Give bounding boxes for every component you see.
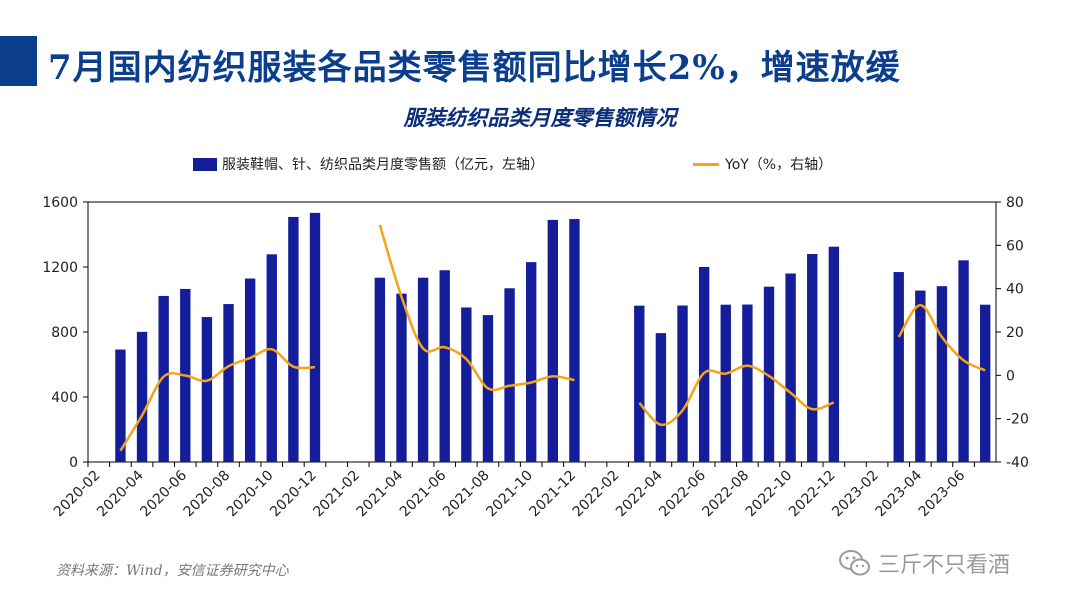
watermark: 三斤不只看酒 bbox=[838, 546, 1010, 580]
bar-2020-12 bbox=[309, 212, 321, 462]
y-left-tick-label: 1600 bbox=[42, 195, 78, 211]
y-right-tick-label: -20 bbox=[1006, 412, 1029, 428]
bar-2023-04 bbox=[915, 290, 926, 462]
page-title: 7月国内纺织服装各品类零售额同比增长2%，增速放缓 bbox=[48, 48, 901, 88]
y-right-tick-label: -40 bbox=[1006, 455, 1029, 471]
bar-2022-12 bbox=[828, 246, 840, 462]
bar-2020-11 bbox=[288, 216, 299, 462]
yoy-line-segment-1 bbox=[119, 347, 316, 452]
y-left-tick-label: 1200 bbox=[42, 260, 78, 276]
legend-item-line: YoY（%，右轴） bbox=[693, 155, 832, 173]
x-tick-label: 2020-04 bbox=[94, 467, 147, 520]
bar-2020-04 bbox=[136, 331, 148, 462]
bar-2022-07 bbox=[720, 304, 731, 462]
watermark-text: 三斤不只看酒 bbox=[878, 553, 1011, 578]
bar-2020-08 bbox=[223, 304, 234, 462]
bar-2020-09 bbox=[244, 278, 256, 462]
bar-2023-03 bbox=[893, 272, 904, 462]
bar-2020-10 bbox=[266, 254, 277, 462]
legend-line-label: YoY（%，右轴） bbox=[725, 157, 833, 173]
bar-2022-03 bbox=[634, 305, 645, 462]
x-tick-label: 2020-02 bbox=[51, 468, 104, 521]
y-right-tick-label: 0 bbox=[1006, 368, 1015, 384]
yoy-line-segment-4 bbox=[897, 303, 986, 372]
legend-item-bar: 服装鞋帽、针、纺织品类月度零售额（亿元，左轴） bbox=[193, 155, 544, 173]
bar-2023-07 bbox=[980, 304, 991, 462]
x-tick-label: 2021-06 bbox=[397, 467, 450, 520]
bar-2021-03 bbox=[374, 277, 386, 462]
x-tick-label: 2022-10 bbox=[743, 468, 796, 521]
x-tick-label: 2020-08 bbox=[181, 468, 234, 521]
bar-2021-09 bbox=[504, 288, 515, 462]
x-tick-label: 2022-06 bbox=[656, 467, 709, 520]
x-tick-label: 2020-06 bbox=[137, 467, 190, 520]
chart-title: 服装纺织品类月度零售额情况 bbox=[403, 105, 677, 130]
title-accent-bar bbox=[0, 36, 37, 86]
bar-2022-04 bbox=[655, 333, 667, 462]
x-tick-label: 2021-04 bbox=[354, 467, 407, 520]
bar-2021-10 bbox=[526, 262, 537, 462]
x-tick-label: 2020-10 bbox=[224, 468, 277, 521]
bar-2021-05 bbox=[417, 277, 429, 462]
wechat-icon bbox=[839, 550, 870, 576]
x-tick-label: 2023-04 bbox=[872, 467, 925, 520]
bar-2022-05 bbox=[677, 305, 688, 462]
y-left-tick-label: 0 bbox=[69, 455, 78, 471]
x-tick-label: 2021-12 bbox=[527, 468, 580, 521]
y-right-tick-label: 60 bbox=[1006, 238, 1024, 254]
x-tick-label: 2022-08 bbox=[700, 468, 753, 521]
y-right-tick-label: 40 bbox=[1006, 282, 1024, 298]
x-tick-label: 2022-04 bbox=[613, 467, 666, 520]
bar-2020-07 bbox=[201, 317, 213, 462]
legend-bar-label: 服装鞋帽、针、纺织品类月度零售额（亿元，左轴） bbox=[222, 157, 544, 173]
x-tick-label: 2023-02 bbox=[829, 468, 882, 521]
bar-2021-06 bbox=[439, 270, 450, 462]
y-right-tick-label: 20 bbox=[1006, 325, 1024, 341]
yoy-line-segment-2 bbox=[378, 224, 575, 392]
y-left-tick-label: 800 bbox=[51, 325, 78, 341]
bar-2023-05 bbox=[936, 286, 948, 462]
bar-2021-04 bbox=[396, 293, 407, 462]
x-tick-label: 2021-10 bbox=[483, 468, 536, 521]
bar-2022-11 bbox=[807, 254, 818, 462]
bar-2022-08 bbox=[742, 304, 753, 462]
bar-2022-06 bbox=[698, 267, 710, 462]
x-tick-label: 2022-02 bbox=[570, 468, 623, 521]
x-tick-label: 2021-08 bbox=[440, 468, 493, 521]
bar-2021-12 bbox=[569, 219, 580, 462]
x-tick-label: 2021-02 bbox=[310, 468, 363, 521]
source-note: 资料来源：Wind，安信证券研究中心 bbox=[56, 563, 289, 579]
x-tick-label: 2020-12 bbox=[267, 468, 320, 521]
bar-2020-03 bbox=[115, 349, 126, 462]
bar-2021-07 bbox=[461, 307, 472, 462]
bar-2020-05 bbox=[158, 295, 169, 462]
bar-2022-09 bbox=[763, 286, 775, 462]
legend-line-swatch bbox=[693, 162, 719, 166]
bar-2022-10 bbox=[785, 273, 796, 462]
legend-bar-swatch bbox=[193, 157, 217, 171]
bar-2021-11 bbox=[547, 219, 558, 462]
y-left-tick-label: 400 bbox=[51, 390, 78, 406]
x-tick-label: 2023-06 bbox=[916, 467, 969, 520]
x-tick-label: 2022-12 bbox=[786, 468, 839, 521]
yoy-line-segment-3 bbox=[638, 364, 835, 427]
y-right-tick-label: 80 bbox=[1006, 195, 1024, 211]
